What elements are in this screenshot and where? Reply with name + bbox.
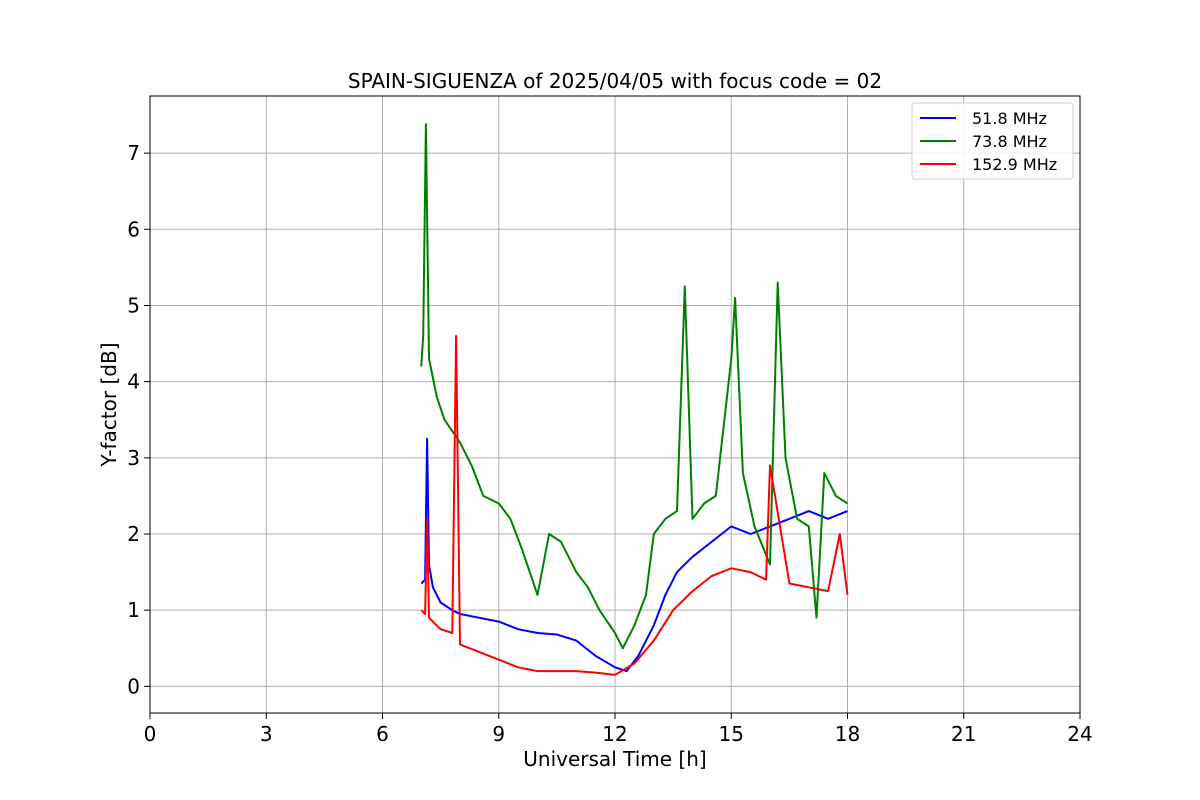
y-tick-label: 6 <box>127 217 140 241</box>
series-line-0 <box>420 437 848 673</box>
x-axis-label: Universal Time [h] <box>523 747 706 771</box>
x-tick-label: 6 <box>376 722 389 746</box>
x-tick-label: 24 <box>1067 722 1092 746</box>
x-tick-label: 15 <box>719 722 744 746</box>
y-tick-label: 4 <box>127 370 140 394</box>
series-layer <box>420 123 849 676</box>
legend-entry: 73.8 MHz <box>972 132 1047 151</box>
y-tick-label: 1 <box>127 598 140 622</box>
y-tick-label: 5 <box>127 293 140 317</box>
chart-title: SPAIN-SIGUENZA of 2025/04/05 with focus … <box>348 69 882 93</box>
y-axis-label: Y-factor [dB] <box>97 342 121 467</box>
y-tick-label: 0 <box>127 674 140 698</box>
x-tick-label: 12 <box>602 722 627 746</box>
y-axis: 0 1 2 3 4 5 6 7 <box>127 141 150 698</box>
legend-entry: 152.9 MHz <box>972 155 1057 174</box>
x-tick-label: 21 <box>951 722 976 746</box>
y-tick-label: 7 <box>127 141 140 165</box>
x-tick-label: 9 <box>492 722 505 746</box>
legend-box <box>911 102 1074 180</box>
y-tick-label: 3 <box>127 446 140 470</box>
x-tick-label: 0 <box>144 722 157 746</box>
x-tick-label: 18 <box>835 722 860 746</box>
x-axis: 0 3 6 9 12 15 18 21 24 <box>144 713 1093 746</box>
legend: 51.8 MHz 73.8 MHz 152.9 MHz <box>911 102 1074 180</box>
series-line-1 <box>420 123 849 650</box>
legend-entry: 51.8 MHz <box>972 109 1047 128</box>
series-line-2 <box>420 334 849 676</box>
y-tick-label: 2 <box>127 522 140 546</box>
x-tick-label: 3 <box>260 722 273 746</box>
